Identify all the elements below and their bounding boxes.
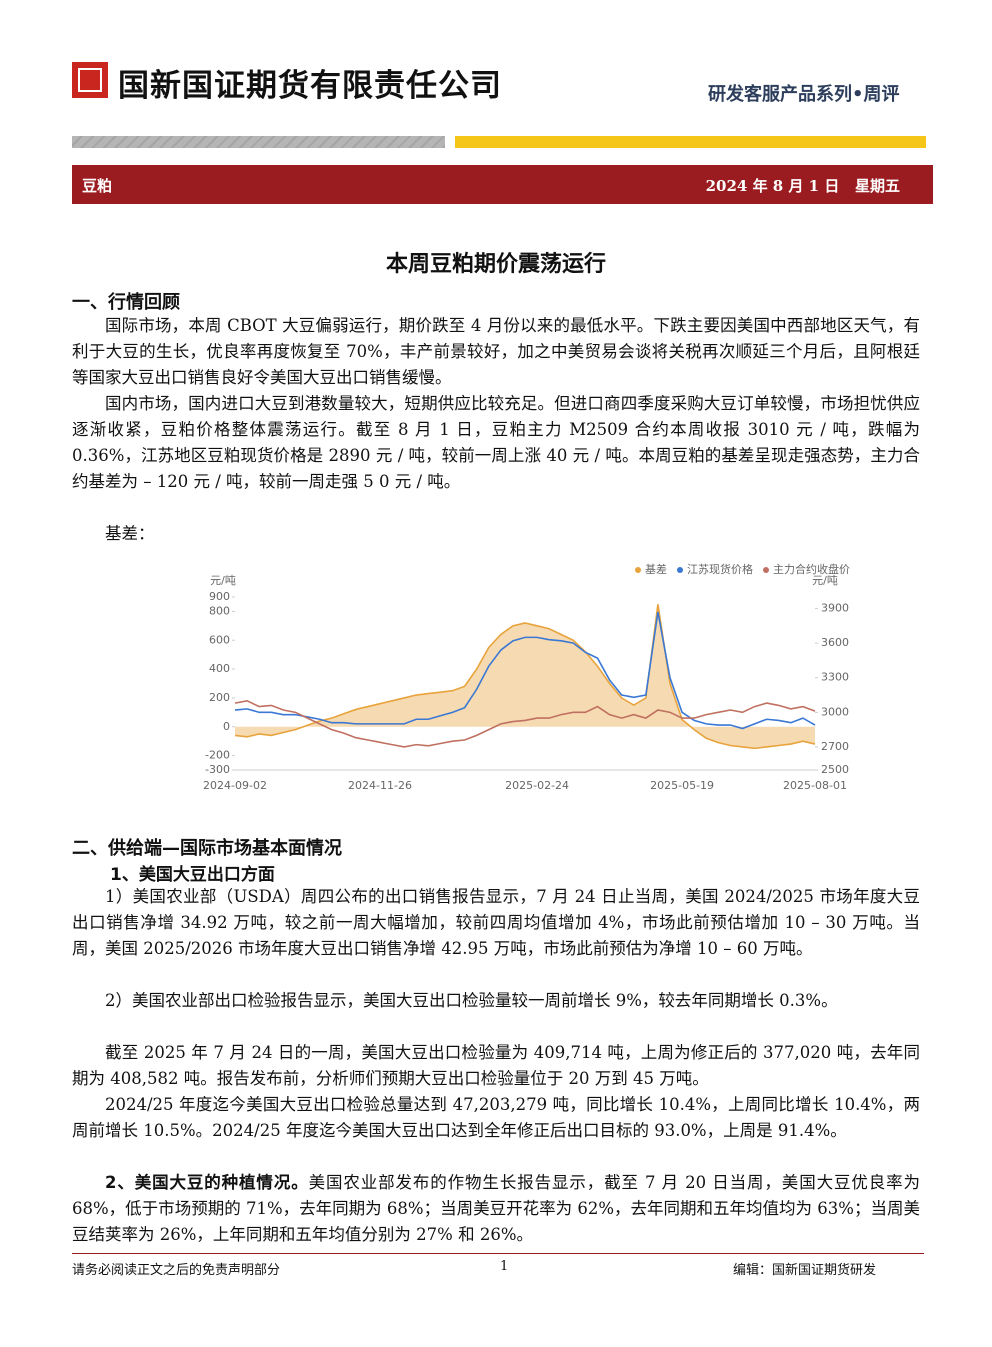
area: [235, 604, 815, 749]
y-axis-unit: 元/吨: [210, 574, 236, 587]
y2-tick-label: 2500: [821, 763, 849, 776]
line: [234, 611, 816, 730]
section-heading: 二、供给端—国际市场基本面情况: [72, 838, 342, 859]
red-band: [72, 165, 933, 204]
legend-label: 江苏现货价格: [687, 562, 753, 576]
company-name: 国新国证期货有限责任公司: [118, 68, 502, 104]
gray-bar: [72, 136, 445, 148]
y2-tick-label: 3900: [821, 602, 849, 615]
paragraph: 2024/25 年度迄今美国大豆出口检验总量达到 47,203,279 吨，同比…: [72, 1095, 920, 1140]
footer-editor: 编辑：国新国证期货研发: [733, 1263, 877, 1278]
legend-marker: [635, 567, 641, 573]
line: [234, 604, 816, 750]
y-tick-label: 800: [209, 604, 230, 617]
logo-inner: [78, 68, 102, 92]
y-tick-label: 600: [209, 633, 230, 646]
legend-label: 基差: [645, 562, 667, 576]
paragraph: 国内市场，国内进口大豆到港数量较大，短期供应比较充足。但进口商四季度采购大豆订单…: [72, 394, 920, 491]
y2-tick-label: 3600: [821, 636, 849, 649]
paragraph: 国际市场，本周 CBOT 大豆偏弱运行，期价跌至 4 月份以来的最低水平。下跌主…: [72, 316, 920, 387]
footer-rule: [72, 1253, 924, 1254]
paragraph-text: 美国农业部发布的作物生长报告显示，截至 7 月 20 日当周，美国大豆优良率为 …: [72, 1173, 920, 1244]
y2-tick-label: 3300: [821, 671, 849, 684]
paragraph: 2）美国农业部出口检验报告显示，美国大豆出口检验量较一周前增长 9%，较去年同期…: [105, 991, 838, 1010]
x-tick-label: 2024-09-02: [203, 779, 267, 792]
sub-heading: 1、美国大豆出口方面: [110, 865, 275, 885]
band-date: 2024 年 8 月 1 日 星期五: [705, 177, 900, 195]
y-tick-label: 400: [209, 662, 230, 675]
doc-title: 本周豆粕期价震荡运行: [385, 252, 606, 277]
y-tick-label: -200: [205, 749, 230, 762]
legend-marker: [763, 567, 769, 573]
paragraph: 基差：: [105, 524, 155, 543]
y-tick-label: 0: [223, 720, 230, 733]
footer-disclaimer: 请务必阅读正文之后的免责声明部分: [72, 1263, 281, 1278]
y-tick-label: -300: [205, 763, 230, 776]
x-tick-label: 2025-02-24: [505, 779, 569, 792]
page-number: 1: [500, 1259, 509, 1274]
y2-axis-unit: 元/吨: [812, 574, 838, 587]
x-tick-label: 2025-08-01: [783, 779, 847, 792]
section-heading: 一、行情回顾: [72, 292, 180, 313]
y2-tick-label: 3000: [821, 705, 849, 718]
x-tick-label: 2025-05-19: [650, 779, 714, 792]
y-tick-label: 900: [209, 590, 230, 603]
y-tick-label: 200: [209, 691, 230, 704]
yellow-bar: [455, 136, 926, 148]
paragraph: 截至 2025 年 7 月 24 日的一周，美国大豆出口检验量为 409,714…: [72, 1043, 920, 1088]
bold-lead: 2、美国大豆的种植情况。: [105, 1173, 309, 1192]
paragraph: 1）美国农业部（USDA）周四公布的出口销售报告显示，7 月 24 日止当周，美…: [72, 887, 920, 958]
report-series: 研发客服产品系列•周评: [708, 84, 900, 105]
x-tick-label: 2024-11-26: [348, 779, 412, 792]
band-label: 豆粕: [82, 177, 113, 195]
legend-label: 主力合约收盘价: [773, 562, 850, 576]
y2-tick-label: 2700: [821, 740, 849, 753]
paragraph: 2、美国大豆的种植情况。美国农业部发布的作物生长报告显示，截至 7 月 20 日…: [72, 1170, 920, 1248]
legend-marker: [677, 567, 683, 573]
line: [234, 699, 816, 748]
